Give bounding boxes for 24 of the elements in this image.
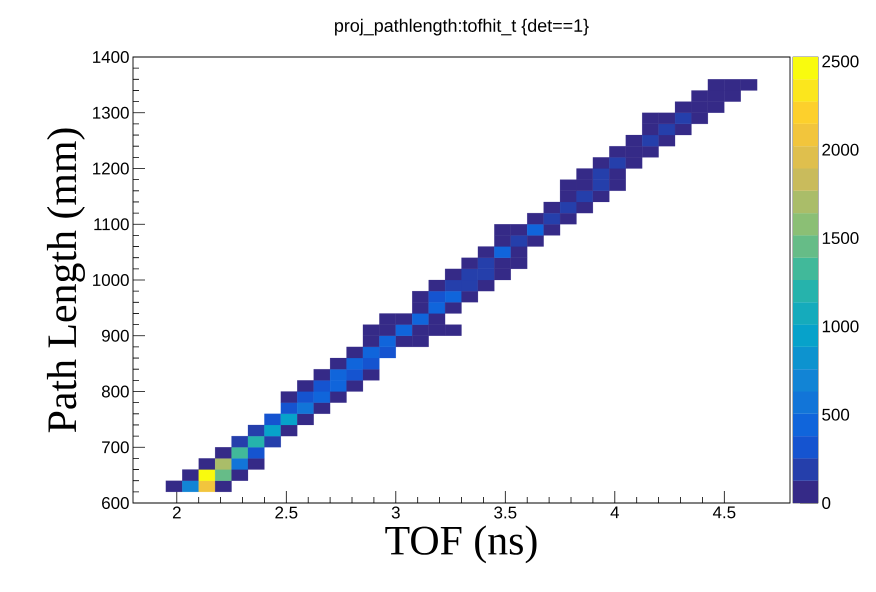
x-tick-label: 4 xyxy=(610,506,620,518)
y-tick-label: 600 xyxy=(102,497,129,509)
x-tick-label: 3.5 xyxy=(494,506,516,519)
y-tick-label: 1100 xyxy=(94,218,129,230)
y-tick-label: 1400 xyxy=(93,51,129,63)
x-tick-label: 2.5 xyxy=(275,506,298,519)
y-tick-label: 800 xyxy=(102,386,129,398)
chart-title: proj_pathlength:tofhit_t {det==1} xyxy=(335,18,589,36)
y-axis-title: Path Length (mm) xyxy=(46,128,85,432)
color-bar-label: 0 xyxy=(822,497,830,509)
y-tick-label: 1300 xyxy=(93,106,129,119)
x-tick-label: 2 xyxy=(172,506,181,518)
y-tick-label: 1000 xyxy=(93,274,129,286)
y-tick-label: 900 xyxy=(102,330,129,342)
color-bar-label: 2500 xyxy=(822,55,859,68)
color-bar-label: 1000 xyxy=(822,320,859,332)
x-tick-label: 3 xyxy=(392,506,400,519)
x-axis-title: TOF (ns) xyxy=(385,525,537,564)
y-tick-label: 1200 xyxy=(93,162,129,174)
x-tick-label: 4.5 xyxy=(712,506,736,518)
y-tick-label: 700 xyxy=(102,441,129,454)
color-bar-label: 1500 xyxy=(822,232,859,244)
color-bar-label: 500 xyxy=(822,408,850,421)
color-bar-label: 2000 xyxy=(822,144,859,156)
